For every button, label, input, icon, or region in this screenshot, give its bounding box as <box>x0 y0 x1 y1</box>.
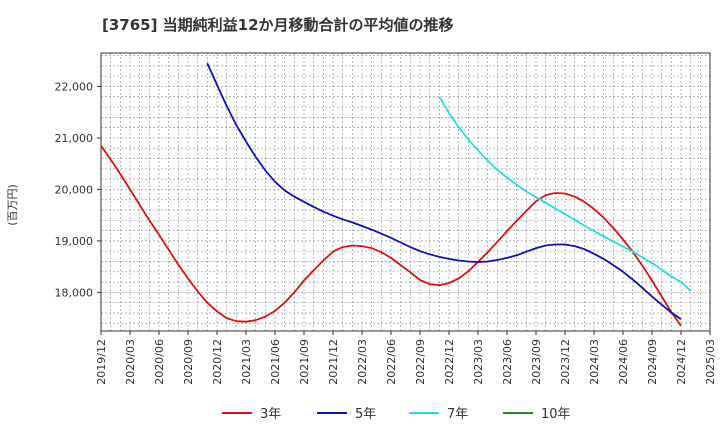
x-tick-label: 2022/12 <box>443 339 456 385</box>
x-tick-label: 2022/03 <box>356 339 369 385</box>
y-axis: 18,000 19,000 20,000 21,000 22,000 <box>55 80 101 299</box>
plot-area <box>100 52 711 332</box>
x-tick-label: 2021/09 <box>298 339 311 385</box>
y-tick-label: 21,000 <box>55 132 94 145</box>
x-tick-label: 2021/12 <box>327 339 340 385</box>
legend-label: 3年 <box>260 407 281 422</box>
x-tick-label: 2025/03 <box>704 339 717 385</box>
series-line-7年 <box>438 96 692 292</box>
chart-title: [3765] 当期純利益12か月移動合計の平均値の推移 <box>102 16 454 34</box>
x-tick-label: 2022/06 <box>385 339 398 385</box>
x-tick-label: 2020/06 <box>153 339 166 385</box>
x-tick-label: 2024/09 <box>646 339 659 385</box>
x-tick-label: 2023/03 <box>472 339 485 385</box>
x-tick-label: 2022/09 <box>414 339 427 385</box>
series-line-3年 <box>100 145 682 327</box>
legend-label: 10年 <box>541 407 571 422</box>
x-tick-label: 2021/03 <box>240 339 253 385</box>
x-tick-label: 2024/06 <box>617 339 630 385</box>
x-tick-label: 2020/03 <box>124 339 137 385</box>
x-tick-label: 2023/06 <box>501 339 514 385</box>
y-axis-label: (百万円) <box>6 184 19 226</box>
y-tick-label: 18,000 <box>55 286 94 299</box>
y-tick-label: 22,000 <box>55 80 94 93</box>
legend-label: 5年 <box>355 407 376 422</box>
legend: 3年 5年 7年 10年 <box>222 407 571 422</box>
series-lines <box>100 62 692 327</box>
y-tick-label: 19,000 <box>55 235 94 248</box>
legend-label: 7年 <box>447 407 468 422</box>
x-tick-label: 2024/12 <box>675 339 688 385</box>
x-tick-label: 2023/09 <box>530 339 543 385</box>
x-tick-label: 2021/06 <box>269 339 282 385</box>
gridlines <box>101 53 710 331</box>
x-tick-label: 2024/03 <box>588 339 601 385</box>
x-tick-label: 2023/12 <box>559 339 572 385</box>
x-tick-label: 2020/12 <box>211 339 224 385</box>
x-tick-label: 2020/09 <box>182 339 195 385</box>
x-axis: 2019/12 2020/03 2020/06 2020/09 2020/12 2021/… <box>95 331 717 385</box>
y-tick-label: 20,000 <box>55 183 94 196</box>
series-line-5年 <box>206 62 682 320</box>
x-tick-label: 2019/12 <box>95 339 108 385</box>
